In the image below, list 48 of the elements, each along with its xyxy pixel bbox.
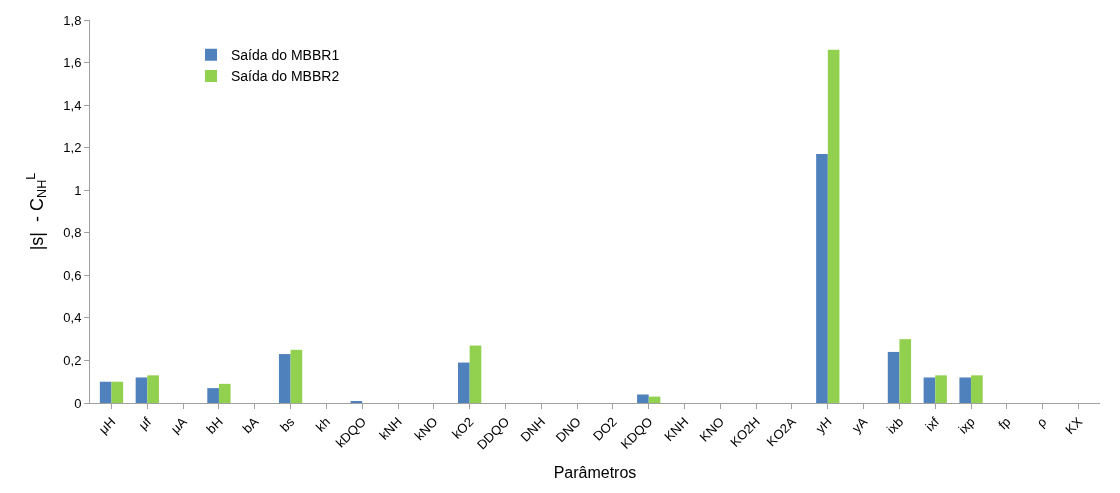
x-tick-label: yA xyxy=(849,413,871,436)
bar xyxy=(959,377,972,403)
bar xyxy=(111,381,124,403)
bar xyxy=(135,377,148,403)
x-tick-label: ρ xyxy=(1033,414,1050,431)
x-tick-label: μA xyxy=(167,413,191,437)
bar xyxy=(469,345,482,403)
bar xyxy=(935,375,947,403)
bar xyxy=(971,375,983,403)
bar xyxy=(99,381,112,403)
x-tick-label: ixp xyxy=(955,414,978,437)
bar xyxy=(218,383,231,403)
bar xyxy=(458,362,470,403)
bar xyxy=(637,394,649,403)
x-tick-label: fp xyxy=(995,414,1014,433)
y-tick-label: 0,4 xyxy=(63,310,82,326)
x-tick-label: bA xyxy=(239,413,262,437)
y-tick-label: 0,2 xyxy=(63,352,82,368)
legend-label: Saída do MBBR2 xyxy=(231,68,340,85)
bar xyxy=(147,375,159,403)
bar xyxy=(887,351,900,403)
x-tick-label: yH xyxy=(812,414,835,437)
legend-label: Saída do MBBR1 xyxy=(231,47,340,64)
y-tick-label: 0,8 xyxy=(63,225,82,241)
bar xyxy=(827,49,840,403)
y-tick-label: 1,8 xyxy=(63,12,82,28)
bar xyxy=(923,377,936,403)
bar xyxy=(290,349,303,403)
x-tick-label: ixf xyxy=(922,413,943,435)
bar xyxy=(207,388,219,403)
x-tick-label: ixb xyxy=(883,414,907,437)
y-tick-label: 0 xyxy=(74,395,82,411)
x-tick-label: bH xyxy=(203,414,226,437)
x-tick-label: kO2 xyxy=(448,414,477,442)
x-axis-title: Parâmetros xyxy=(553,464,637,482)
x-tick-label: kh xyxy=(312,414,334,435)
bar xyxy=(278,354,291,403)
y-tick-label: 0,6 xyxy=(63,267,82,283)
y-tick-label: 1,4 xyxy=(63,97,82,113)
y-tick-label: 1,6 xyxy=(63,55,82,71)
x-tick-label: μH xyxy=(95,414,119,437)
bar xyxy=(816,154,828,403)
y-tick-label: 1 xyxy=(74,182,82,198)
x-tick-label: μf xyxy=(135,413,155,433)
x-tick-label: KX xyxy=(1062,413,1086,438)
y-tick-label: 1,2 xyxy=(63,140,82,156)
bar xyxy=(899,339,912,403)
x-tick-label: bs xyxy=(276,413,298,435)
